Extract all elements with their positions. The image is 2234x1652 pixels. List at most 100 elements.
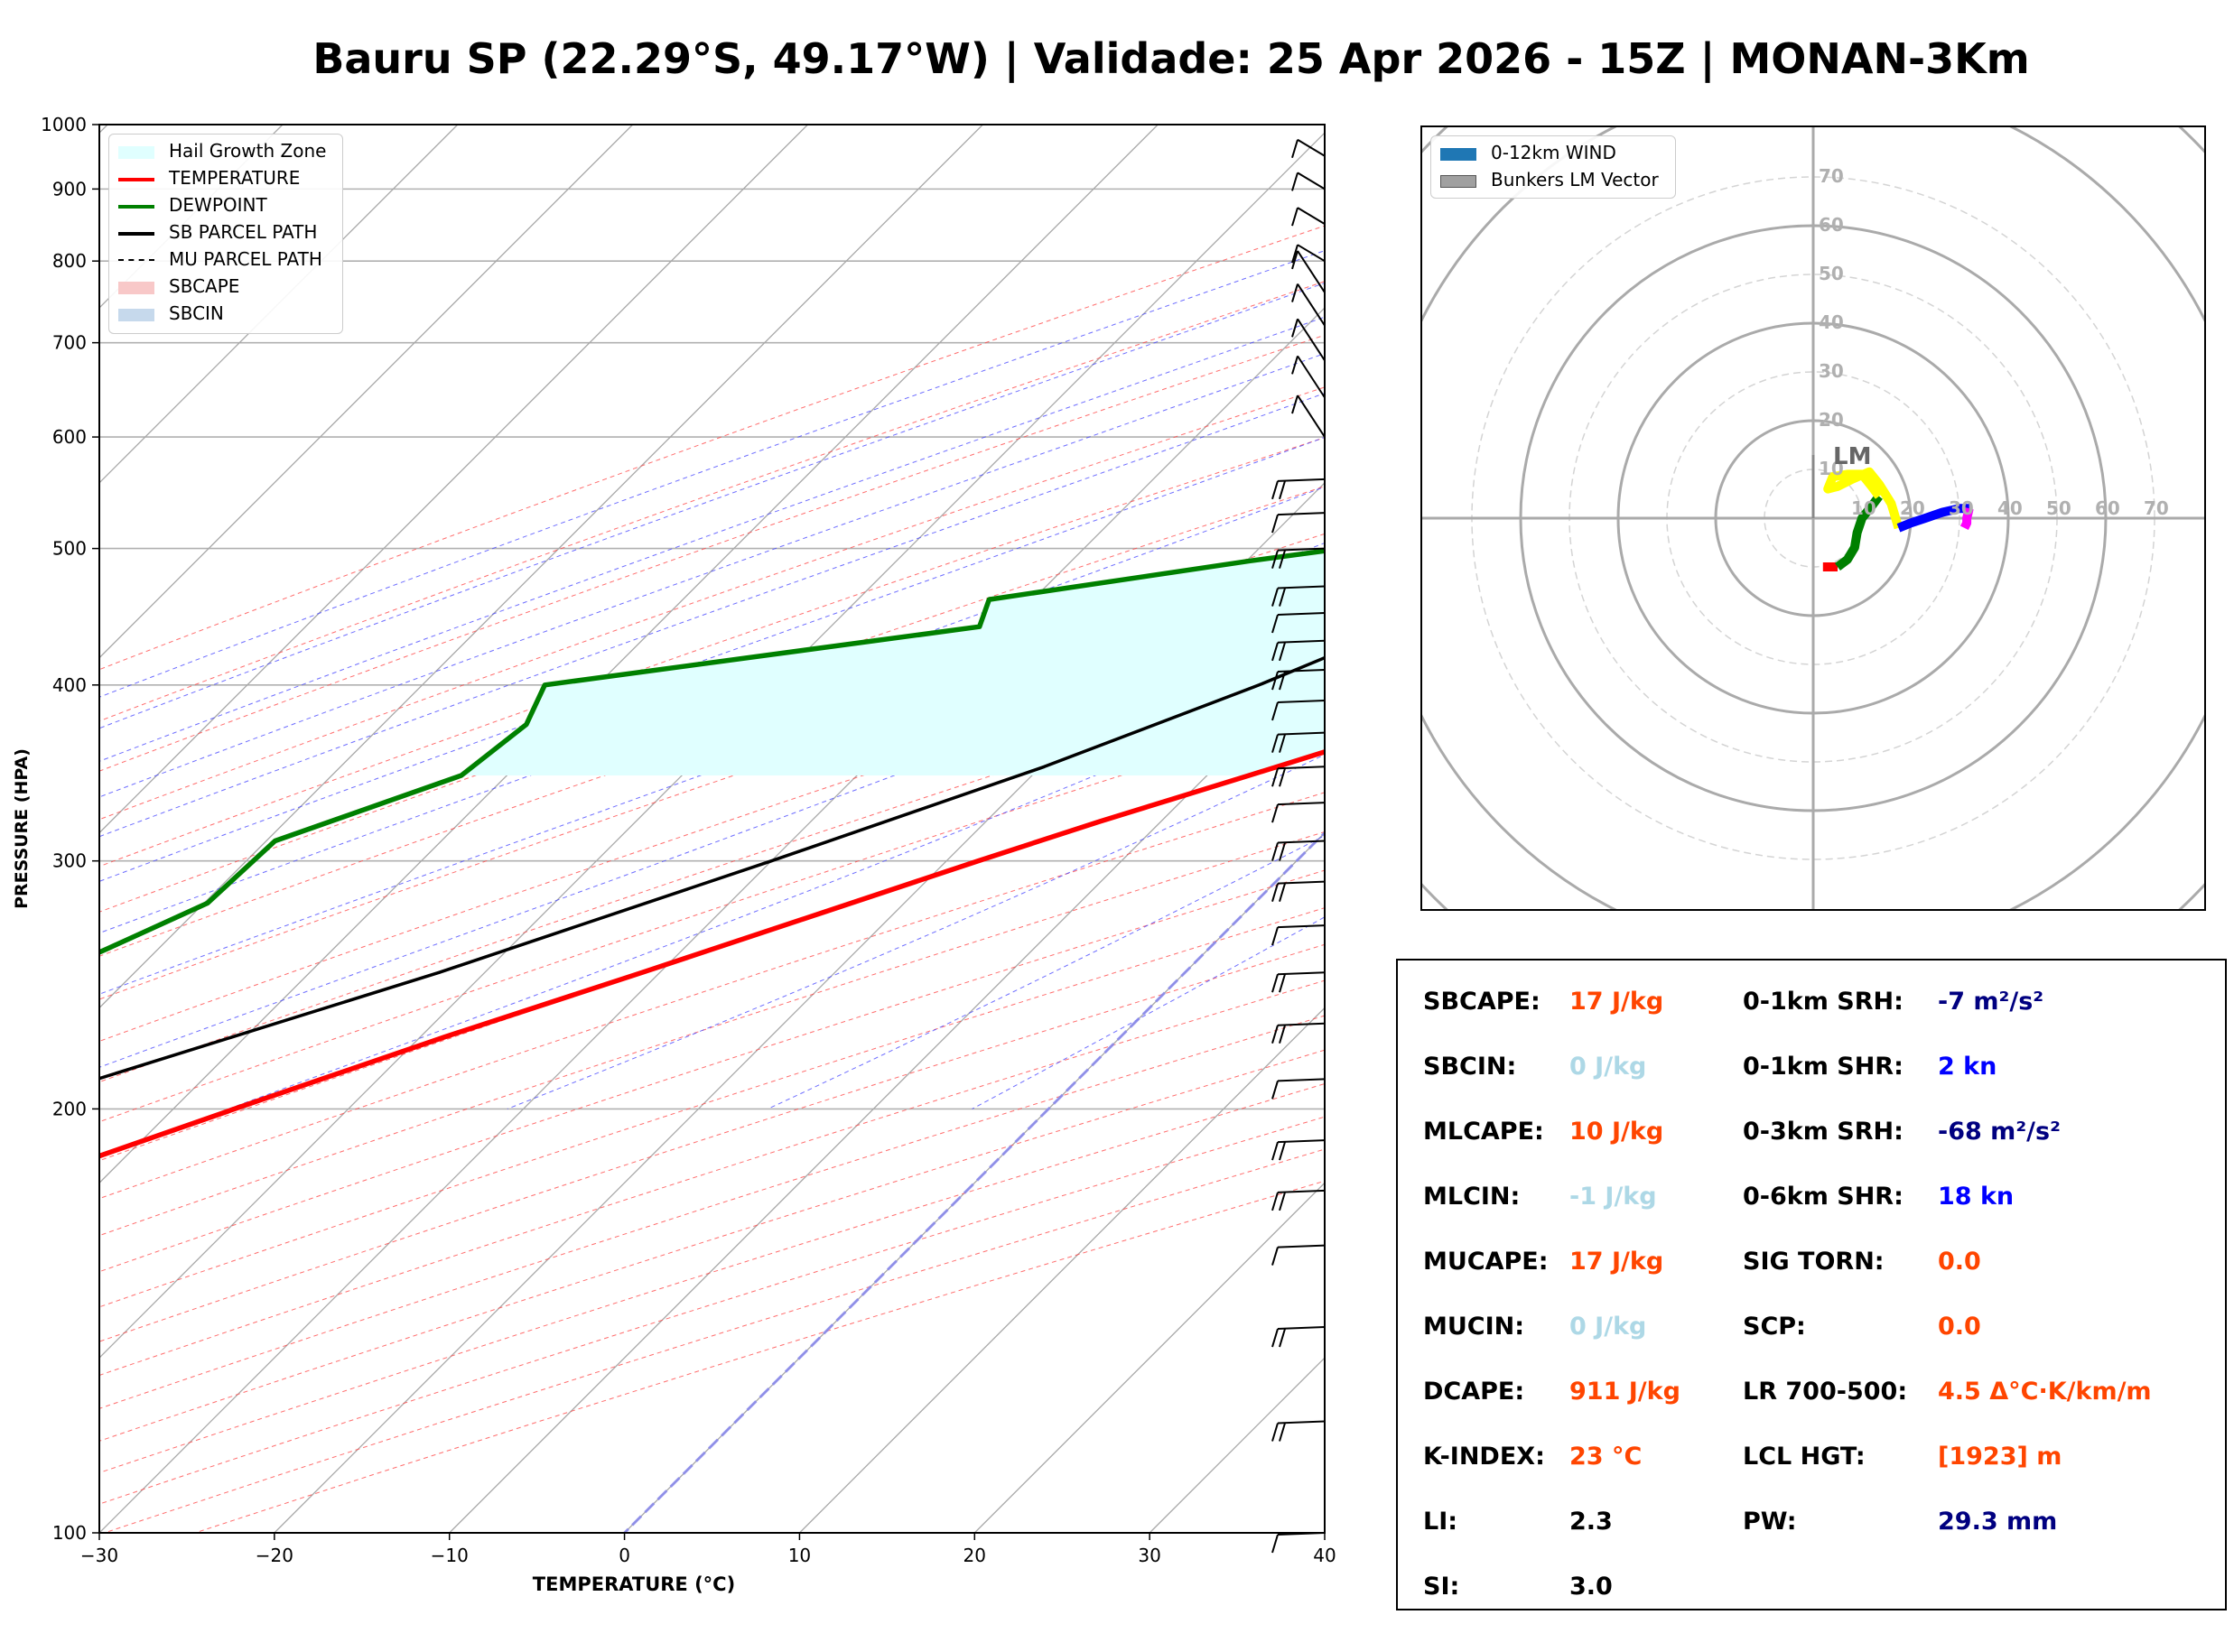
x-tick-label: 20 [963, 1545, 986, 1566]
index-value: 0.0 [1938, 1313, 1981, 1341]
legend-label: Hail Growth Zone [169, 140, 327, 162]
index-value: -68 m²/s² [1938, 1118, 2061, 1146]
legend-label: DEWPOINT [169, 194, 267, 216]
index-label: MLCIN: [1423, 1183, 1521, 1211]
hodograph-segment [1896, 504, 1969, 533]
isotherm [99, 132, 1325, 1360]
index-value: 4.5 Δ°C·K/km/m [1938, 1378, 2152, 1406]
moist-adiabat [228, 676, 1325, 1109]
hail-growth-zone [461, 551, 1325, 775]
wind-barb-feather [1279, 642, 1286, 662]
index-value: 2 kn [1938, 1053, 1997, 1081]
legend-swatch [118, 178, 154, 181]
dry-adiabat [99, 907, 1325, 1308]
hail-growth-zone-shading [461, 551, 1325, 775]
index-label: MUCAPE: [1423, 1248, 1549, 1276]
wind-barb-feather [1271, 1247, 1279, 1266]
skewt-frame [98, 124, 1326, 1534]
isotherm [99, 307, 1325, 1533]
wind-barb-feather [1279, 883, 1286, 902]
y-tick-label: 100 [52, 1522, 87, 1544]
legend-label: TEMPERATURE [169, 167, 301, 189]
wind-barb-feather [1291, 207, 1299, 227]
moist-adiabat [99, 352, 1325, 798]
wind-barb-feather [1271, 926, 1279, 946]
chart-title: Bauru SP (22.29°S, 49.17°W) | Validade: … [312, 34, 2030, 83]
wind-barb-feather [1271, 1328, 1279, 1348]
hodograph-frame [1420, 125, 2206, 911]
wind-barb-feather [1271, 701, 1279, 721]
wind-barb [1277, 1078, 1326, 1082]
wind-barb [1297, 207, 1326, 225]
dry-adiabat [99, 334, 1325, 772]
y-tick-label: 800 [52, 250, 87, 272]
wind-barb [1277, 1420, 1326, 1425]
wind-barb [1297, 138, 1326, 157]
wind-barb [1297, 250, 1326, 293]
index-value: [1923] m [1938, 1443, 2062, 1471]
y-tick-label: 700 [52, 332, 87, 354]
wind-barb-feather [1271, 883, 1279, 902]
moist-adiabat [99, 250, 1325, 698]
hodograph-trace [1811, 455, 1974, 571]
dry-adiabat [99, 486, 1325, 913]
wind-barb [1297, 172, 1326, 190]
wind-barb [1277, 585, 1326, 589]
wind-barb-feather [1271, 1025, 1279, 1044]
legend-swatch [1440, 148, 1476, 161]
index-label: LR 700-500: [1743, 1378, 1908, 1406]
hodograph-ring-label: 10 [1819, 458, 1844, 479]
index-value: 3.0 [1569, 1573, 1613, 1601]
wind-barb [1277, 1189, 1326, 1193]
index-label: LCL HGT: [1743, 1443, 1866, 1471]
hodograph-ring-labels: 10 10 20 20 30 30 40 40 50 50 60 60 70 70 LM [1819, 165, 2169, 519]
wind-barb-feather [1279, 767, 1286, 787]
wind-barb-feather [1271, 1423, 1279, 1442]
wind-barb-feather [1271, 614, 1279, 634]
wind-barb-feather [1271, 588, 1279, 607]
wind-barb [1277, 840, 1326, 844]
hodograph-segment [1835, 493, 1883, 571]
wind-barb-feather [1291, 318, 1299, 338]
wind-barb-feather [1279, 550, 1286, 569]
indices-panel: SBCAPE: 17 J/kg SBCIN: 0 J/kg MLCAPE: 10 J/kg… [1396, 959, 2227, 1610]
isotherm [973, 1182, 1325, 1533]
x-tick-label: 10 [788, 1545, 811, 1566]
wind-barb [1297, 244, 1326, 263]
wind-barb [1277, 731, 1326, 736]
index-value: 23 °C [1569, 1443, 1643, 1471]
index-label: DCAPE: [1423, 1378, 1525, 1406]
wind-barb-feather [1271, 480, 1279, 500]
dry-adiabat [99, 710, 1325, 1123]
dry-adiabat [99, 667, 1325, 1083]
wind-barb [1277, 1244, 1326, 1248]
index-label: SIG TORN: [1743, 1248, 1885, 1276]
index-value: -1 J/kg [1569, 1183, 1657, 1211]
wind-barb-feather [1271, 514, 1279, 534]
wind-barb [1277, 766, 1326, 770]
wind-barb-feather [1271, 767, 1279, 787]
index-label: SCP: [1743, 1313, 1806, 1341]
y-tick-label: 500 [52, 538, 87, 560]
isotherm [99, 125, 809, 834]
x-tick-label: −20 [256, 1545, 293, 1566]
index-label: 0-1km SHR: [1743, 1053, 1904, 1081]
wind-barb-feather [1279, 588, 1286, 607]
index-value: 2.3 [1569, 1508, 1613, 1536]
wind-barb-feather [1271, 550, 1279, 569]
hodograph-ring-label: 50 [2046, 497, 2071, 519]
y-tick-label: 300 [52, 850, 87, 872]
wind-barb [1277, 880, 1326, 885]
wind-barb-feather [1291, 356, 1299, 375]
legend-label: SBCIN [169, 302, 224, 324]
wind-barb [1297, 283, 1326, 327]
wind-barb-feather [1279, 1423, 1286, 1442]
dry-adiabat [99, 281, 1325, 722]
wind-barb-feather [1271, 1141, 1279, 1161]
wind-barb [1277, 802, 1326, 806]
wind-barb-feather [1279, 1025, 1286, 1044]
wind-barb-feather [1279, 842, 1286, 861]
hodograph-ring-label: 30 [1949, 497, 1974, 519]
hodograph-ring-label: 20 [1819, 409, 1844, 431]
